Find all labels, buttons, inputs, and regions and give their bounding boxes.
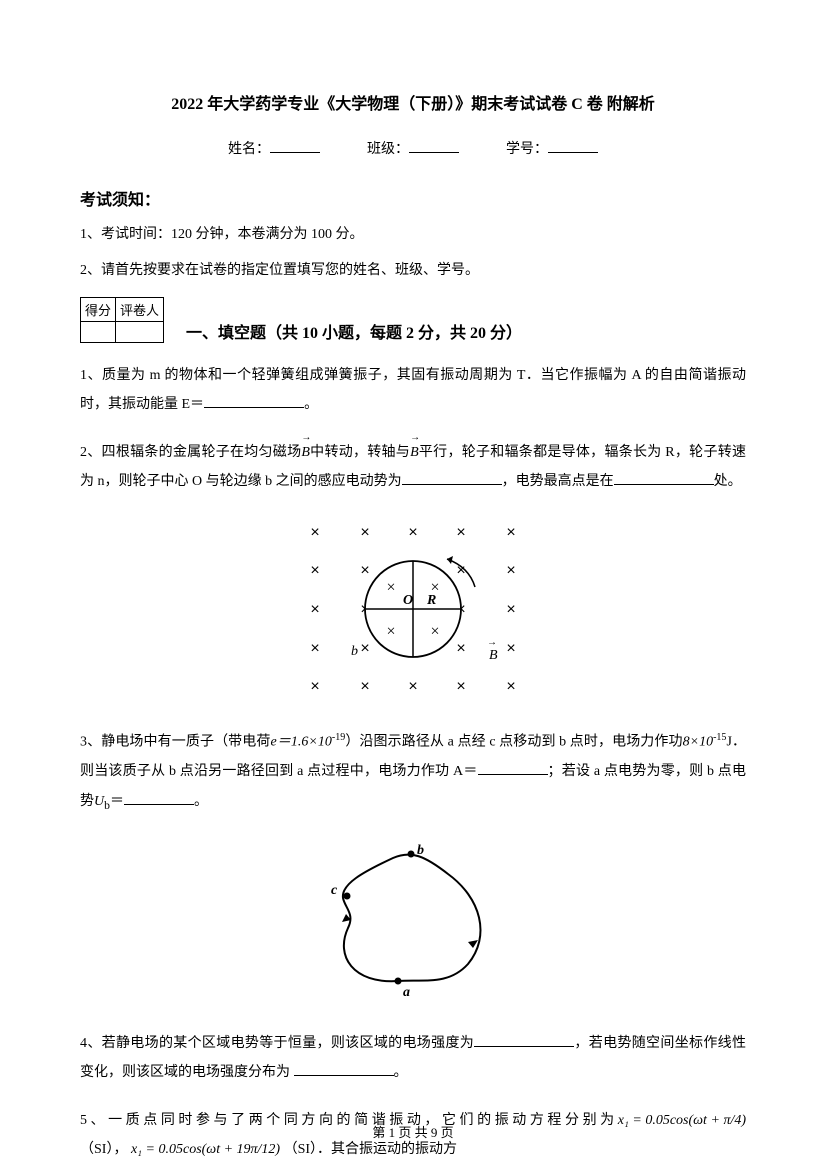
svg-text:×: × [430, 623, 439, 640]
svg-text:O: O [403, 593, 413, 608]
notice-item-1: 1、考试时间：120 分钟，本卷满分为 100 分。 [80, 224, 746, 246]
q3-val: 8×10 [683, 735, 713, 750]
reviewer-cell: 评卷人 [116, 297, 164, 321]
svg-text:×: × [408, 524, 417, 541]
svg-text:b: b [351, 644, 358, 659]
name-blank [270, 139, 320, 153]
svg-text:B: B [489, 648, 498, 663]
svg-text:×: × [456, 640, 465, 657]
question-3: 3、静电场中有一质子（带电荷e＝1.6×10-19）沿图示路径从 a 点经 c … [80, 727, 746, 818]
class-label: 班级： [367, 142, 409, 157]
q3-eq: e＝1.6×10 [271, 735, 332, 750]
question-1: 1、质量为 m 的物体和一个轻弹簧组成弹簧振子，其固有振动周期为 T．当它作振幅… [80, 361, 746, 420]
svg-text:×: × [310, 678, 319, 695]
section-row: 得分 评卷人 一、填空题（共 10 小题，每题 2 分，共 20 分） [80, 297, 746, 343]
score-cell: 得分 [81, 297, 116, 321]
q5-si2: （SI）．其合振运动的振动方 [284, 1142, 457, 1157]
svg-text:×: × [506, 640, 515, 657]
q3-blank2 [124, 791, 194, 805]
question-4: 4、若静电场的某个区域电势等于恒量，则该区域的电场强度为，若电势随空间坐标作线性… [80, 1029, 746, 1088]
svg-text:×: × [360, 562, 369, 579]
q3-Ub: U [94, 794, 104, 809]
q5-si1: （SI）， [80, 1142, 127, 1157]
score-box: 得分 评卷人 [80, 297, 164, 343]
svg-text:b: b [417, 843, 424, 858]
svg-text:×: × [360, 640, 369, 657]
section1-title: 一、填空题（共 10 小题，每题 2 分，共 20 分） [186, 319, 522, 343]
svg-text:×: × [386, 579, 395, 596]
svg-text:×: × [456, 678, 465, 695]
notice-item-2: 2、请首先按要求在试卷的指定位置填写您的姓名、班级、学号。 [80, 260, 746, 282]
q5-eq2: x₁ = 0.05cos(ωt + 19π/12) [131, 1142, 280, 1157]
q2-blank1 [402, 471, 502, 485]
name-label: 姓名： [228, 142, 270, 157]
svg-text:→: → [487, 637, 497, 648]
page-footer: 第 1 页 共 9 页 [0, 1122, 826, 1141]
q3-b: ）沿图示路径从 a 点经 c 点移动到 b 点时，电场力作功 [345, 735, 682, 750]
svg-text:×: × [360, 524, 369, 541]
vec-B-2: B [410, 438, 419, 467]
exam-title: 2022 年大学药学专业《大学物理（下册）》期末考试试卷 C 卷 附解析 [80, 90, 746, 114]
q3-blank1 [478, 761, 548, 775]
q2-e: 处。 [714, 474, 742, 489]
q2-blank2 [614, 471, 714, 485]
id-blank [548, 139, 598, 153]
q4-a: 4、若静电场的某个区域电势等于恒量，则该区域的电场强度为 [80, 1036, 474, 1051]
class-blank [409, 139, 459, 153]
svg-text:×: × [456, 524, 465, 541]
q3-a: 3、静电场中有一质子（带电荷 [80, 735, 271, 750]
wheel-diagram: ×××××××××××××××××××××××××××××ORbB→ [293, 514, 533, 704]
svg-text:×: × [310, 562, 319, 579]
q1-end: 。 [304, 397, 318, 412]
svg-text:×: × [310, 640, 319, 657]
svg-text:×: × [506, 678, 515, 695]
info-line: 姓名： 班级： 学号： [80, 138, 746, 158]
question-2: 2、四根辐条的金属轮子在均匀磁场B中转动，转轴与B平行，轮子和辐条都是导体，辐条… [80, 438, 746, 497]
path-diagram: a b c [303, 836, 523, 1006]
q4-blank2 [294, 1062, 394, 1076]
q2-b: 中转动，转轴与 [310, 445, 410, 460]
q3-end: 。 [194, 794, 208, 809]
q2-a: 2、四根辐条的金属轮子在均匀磁场 [80, 445, 301, 460]
svg-text:×: × [310, 524, 319, 541]
id-label: 学号： [506, 142, 548, 157]
svg-text:×: × [408, 678, 417, 695]
q4-blank1 [474, 1033, 574, 1047]
q3-exp: -19 [332, 732, 345, 743]
svg-text:×: × [506, 524, 515, 541]
svg-text:×: × [506, 601, 515, 618]
vec-B-1: B [301, 438, 310, 467]
figure-1: ×××××××××××××××××××××××××××××ORbB→ [80, 514, 746, 709]
svg-text:a: a [403, 985, 410, 1000]
figure-2: a b c [80, 836, 746, 1011]
notice-heading: 考试须知： [80, 186, 746, 210]
q1-text: 1、质量为 m 的物体和一个轻弹簧组成弹簧振子，其固有振动周期为 T．当它作振幅… [80, 368, 746, 412]
q2-d: ，电势最高点是在 [502, 474, 614, 489]
svg-text:×: × [360, 678, 369, 695]
svg-text:×: × [386, 623, 395, 640]
q3-eq2: ＝ [110, 794, 124, 809]
svg-text:×: × [310, 601, 319, 618]
q3-exp2: -15 [713, 732, 726, 743]
svg-text:c: c [331, 883, 338, 898]
q1-blank [204, 394, 304, 408]
svg-text:×: × [506, 562, 515, 579]
svg-text:R: R [426, 593, 436, 608]
q4-c: 。 [394, 1065, 408, 1080]
